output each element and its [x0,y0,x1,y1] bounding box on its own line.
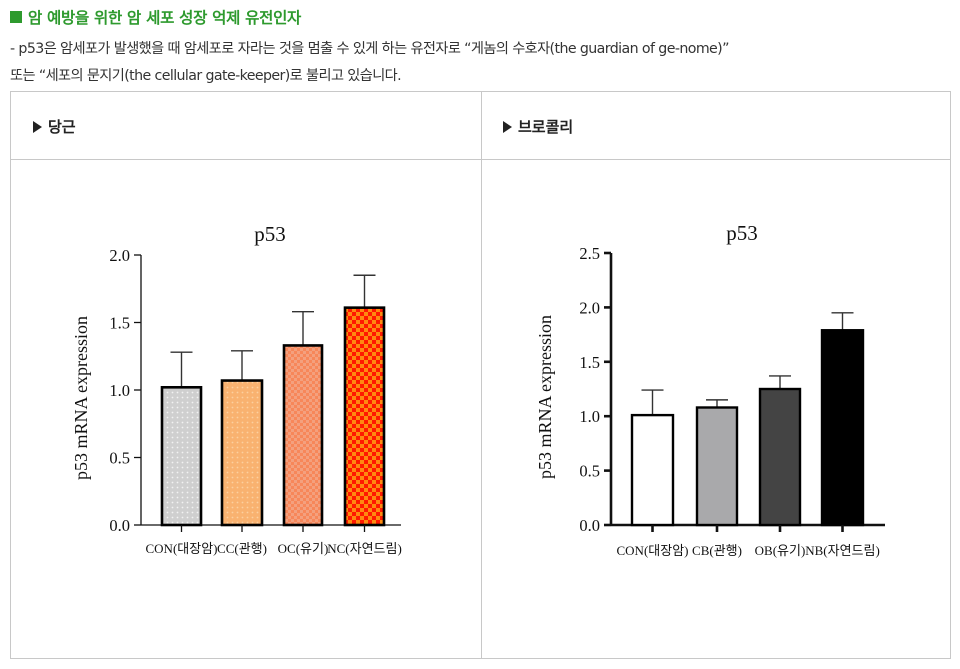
x-category-label: CON(대장암) [146,541,218,556]
bar [282,344,324,527]
y-tick-label: 0.5 [109,449,130,468]
bar [695,406,739,527]
triangle-bullet-icon [33,121,42,133]
y-tick-label: 2.0 [579,298,600,317]
chart-title: p53 [254,222,286,246]
y-axis-label: p53 mRNA expression [535,315,555,479]
x-category-label: OB(유기) [755,543,806,558]
x-category-label: OC(유기) [278,541,329,556]
x-category-label: CC(관행) [217,541,267,556]
table-header-row [11,92,950,160]
column-divider [481,92,482,658]
description-line-2: 또는 “세포의 문지기(the cellular gate-keeper)로 불… [10,68,402,84]
header-broccoli: 브로콜리 [503,116,573,137]
y-tick-label: 1.0 [109,381,130,400]
x-category-label: CB(관행) [692,543,742,558]
bar [220,379,264,527]
comparison-table: 당근 브로콜리 [10,91,951,659]
y-tick-label: 0.0 [579,516,600,535]
triangle-bullet-icon [503,121,512,133]
header-broccoli-label: 브로콜리 [518,118,574,136]
description-line-1: - p53은 암세포가 발생했을 때 암세포로 자라는 것을 멈출 수 있게 하… [10,41,729,57]
y-tick-label: 0.0 [109,516,130,535]
y-axis-label: p53 mRNA expression [71,316,91,480]
header-carrot: 당근 [33,116,76,137]
bar [820,329,865,527]
carrot-p53-chart: p53 p53 mRNA expression 0.0 0.5 1.0 1.5 2.0 CON… [71,222,402,556]
y-tick-label: 1.5 [579,353,600,372]
header-carrot-label: 당근 [48,118,76,136]
y-tick-label: 1.0 [579,407,600,426]
x-category-label: NC(자연드림) [327,541,402,556]
chart-title: p53 [726,221,758,245]
y-tick-label: 2.0 [109,246,130,265]
broccoli-p53-chart: p53 p53 mRNA expression 0.0 0.5 1.0 1.5 2.0 2.5… [535,221,885,558]
bar [343,306,386,527]
bar [160,385,203,527]
bar [758,387,802,527]
square-bullet-icon [10,11,22,23]
bar [630,413,675,527]
section-heading: 암 예방을 위한 암 세포 성장 억제 유전인자 [10,6,301,28]
y-tick-label: 2.5 [579,244,600,263]
y-tick-label: 0.5 [579,462,600,481]
x-category-label: NB(자연드림) [805,543,880,558]
x-category-label: CON(대장암) [617,543,689,558]
section-heading-text: 암 예방을 위한 암 세포 성장 억제 유전인자 [28,9,301,27]
y-tick-label: 1.5 [109,314,130,333]
